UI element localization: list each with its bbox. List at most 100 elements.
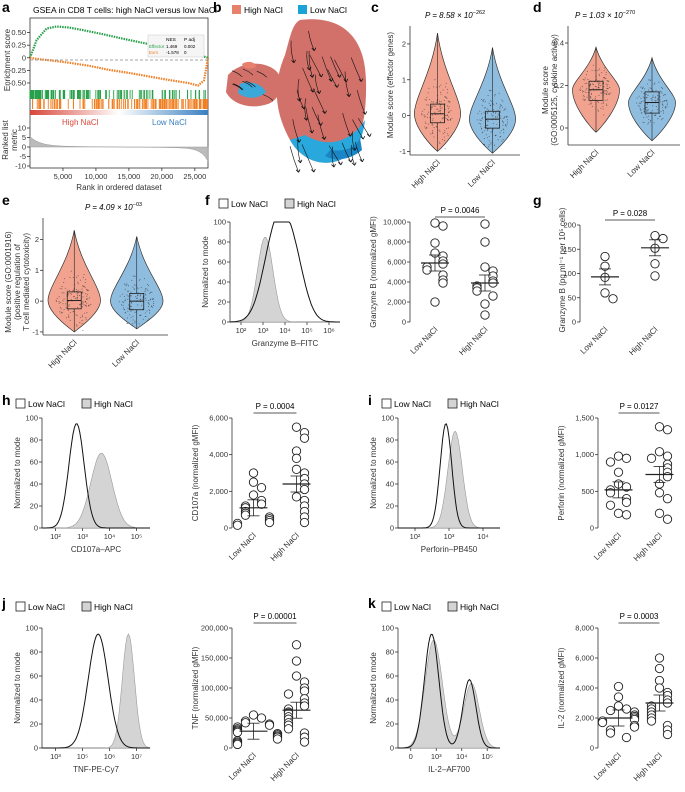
hist-ytick: 60 <box>386 458 394 467</box>
data-point <box>613 692 624 702</box>
data-point <box>621 453 632 463</box>
dot-xlabel: High NaCl <box>632 531 664 563</box>
panel-g: g 0 50 100 150 200 Low NaCl High NaCl P = 0.028… <box>533 192 669 357</box>
data-point <box>248 490 259 500</box>
data-point <box>605 488 616 498</box>
data-point <box>248 468 259 478</box>
gsea-low-label: Low NaCl <box>152 118 187 127</box>
data-point <box>613 508 624 518</box>
data-point <box>654 683 665 693</box>
data-point <box>605 500 616 510</box>
gsea-xtick: 5,000 <box>54 172 73 181</box>
svg-text:P = 4.09 × 10−03: P = 4.09 × 10−03 <box>85 202 142 212</box>
hist-xtick: 10⁵ <box>482 752 493 761</box>
legend-high-label: High NaCl <box>297 199 336 209</box>
panel-d: d P = 1.03 × 10−270 0 0.2 0.4 High NaCl Low … <box>533 0 680 180</box>
hist-ytick: 20 <box>386 502 394 511</box>
data-point <box>299 517 310 528</box>
dot-ylabel: IL-2 (normalized gMFI) <box>557 647 566 728</box>
dot-xlabel: Low NaCl <box>409 325 440 356</box>
data-point <box>291 671 302 681</box>
data-point <box>597 717 608 728</box>
ylabel-g: Granzyme B (pg ml⁻¹ per 10⁵ cells) <box>558 207 567 332</box>
data-point <box>654 663 665 674</box>
dot-ytick: 4,000 <box>209 450 228 459</box>
hist-ytick: 100 <box>25 624 38 633</box>
panel-letter-g: g <box>533 192 542 208</box>
table-h1: NES <box>166 37 176 43</box>
violin-ytick: 0.2 <box>554 81 564 90</box>
panel-k: k Low NaCl High NaCl 0 20 40 60 80 100 0 10³ 10⁴ 10⁵… <box>368 595 674 783</box>
gsea-ytick: 0.25 <box>11 41 26 50</box>
hist-ytick: 0 <box>390 744 394 753</box>
hist-high-nacl <box>230 236 340 323</box>
p-value: P = 0.00001 <box>253 612 297 621</box>
data-point <box>650 231 660 241</box>
hist-ytick: 80 <box>386 648 394 657</box>
legend-low-swatch <box>218 198 229 209</box>
legend-low-label: Low NaCl <box>394 602 431 612</box>
hist-ytick: 20 <box>30 502 38 511</box>
data-point <box>621 510 632 520</box>
gsea-metric-ytick: 5 <box>22 133 26 142</box>
data-point <box>291 464 302 474</box>
hist-ytick: 80 <box>30 436 38 445</box>
dot-ytick: 8,000 <box>387 238 406 247</box>
data-point <box>232 727 243 738</box>
p-exp-d: −270 <box>623 10 635 16</box>
legend-high-swatch <box>447 601 458 612</box>
dot-ytick: 0 <box>402 318 406 327</box>
hist-low-nacl <box>398 423 500 529</box>
legend-low-swatch <box>15 601 26 612</box>
gsea-xticks: 5,000 10,000 15,000 20,000 25,000 <box>54 168 206 181</box>
dot-xlabel: High NaCl <box>457 325 489 357</box>
hist-xtick: 10⁴ <box>456 752 468 761</box>
hist-ytick: 100 <box>213 218 226 227</box>
dot-ytick: 1,500 <box>575 414 594 423</box>
data-point <box>621 704 632 714</box>
data-point <box>232 739 243 750</box>
violin-xlabel: Low NaCl <box>110 338 141 369</box>
dot-ylabel: CD107a (normalized gMFI) <box>191 424 200 521</box>
table-r1-c2: 0.002 <box>184 44 196 49</box>
data-point <box>654 447 665 457</box>
gsea-xtick: 20,000 <box>150 172 173 181</box>
dot-xlabel: High NaCl <box>632 751 664 783</box>
violin-plot-c: -1 0 1 2 High NaCl Low NaCl <box>399 26 520 190</box>
panel-h: h Low NaCl High NaCl 0 20 40 60 80 100 10² 10³ 10⁴ 1… <box>2 392 311 563</box>
data-point <box>662 425 673 435</box>
dot-plot-g: 0 50 100 150 200 Low NaCl High NaCl P = 0.028 <box>563 209 669 357</box>
legend-high-label: High NaCl <box>94 399 133 409</box>
dot-ytick: 50 <box>568 293 576 302</box>
hist-xtick: 10³ <box>444 532 455 541</box>
violin-ytick: -1 <box>32 327 39 336</box>
dot-ytick: 6,000 <box>387 258 406 267</box>
hist-ytick: 60 <box>218 258 226 267</box>
dot-ytick: 0 <box>590 744 594 753</box>
violin-plot-d: 0 0.2 0.4 High NaCl Low NaCl <box>554 26 680 180</box>
dot-ytick: 100 <box>563 269 576 278</box>
data-point <box>488 291 498 301</box>
hist-xlabel: IL-2–AF700 <box>428 765 470 774</box>
data-point <box>248 477 259 487</box>
table-r2-c1: -1.578 <box>166 50 179 55</box>
violin-xlabel: Low NaCl <box>466 158 497 189</box>
hist-xtick: 10³ <box>431 752 442 761</box>
data-point <box>658 233 668 244</box>
p-value-c: P = 8.58 × 10 <box>425 11 473 20</box>
data-point <box>240 510 251 520</box>
dot-ytick: 50,000 <box>205 714 228 723</box>
data-point <box>662 494 673 504</box>
data-point <box>299 737 310 747</box>
panel-letter-d: d <box>533 0 542 15</box>
data-point <box>662 451 673 461</box>
panel-a: a GSEA in CD8 T cells: high NaCl versus … <box>1 0 217 192</box>
hist-xtick: 10⁷ <box>131 752 142 761</box>
hist-ylabel: Normalized to mode <box>369 437 378 509</box>
p-value: P = 0.0004 <box>256 402 295 411</box>
dot-ylabel: TNF (normalized gMFI) <box>191 646 200 729</box>
hist-xtick: 10⁴ <box>104 532 116 541</box>
hist-ytick: 20 <box>386 720 394 729</box>
data-point <box>480 299 490 309</box>
